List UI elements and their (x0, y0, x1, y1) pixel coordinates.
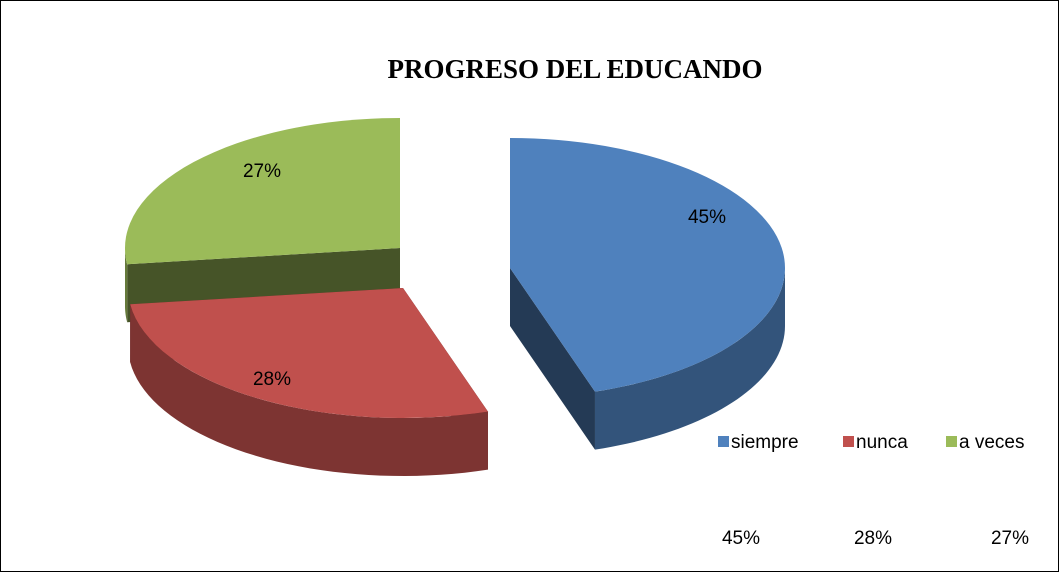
legend-label: nunca (856, 432, 908, 453)
slice-side (510, 268, 595, 450)
data-label: 27% (243, 161, 281, 182)
legend-label: siempre (731, 432, 799, 453)
chart-title: PROGRESO DEL EDUCANDO (387, 54, 762, 84)
legend-swatch (718, 436, 729, 447)
data-label: 28% (253, 369, 291, 390)
slice-wall (125, 248, 128, 323)
legend-value: 45% (722, 528, 760, 549)
legend-swatch (843, 436, 854, 447)
data-label: 45% (688, 207, 726, 228)
pie-slice (510, 138, 786, 450)
slice-wall (130, 304, 488, 476)
slice-wall (594, 268, 785, 450)
slice-top (130, 288, 488, 419)
legend-value: 28% (854, 528, 892, 549)
legend-swatch (946, 436, 957, 447)
legend-label: a veces (959, 432, 1024, 453)
legend-value: 27% (991, 528, 1029, 549)
slice-top (510, 138, 786, 392)
pie-slice (130, 288, 488, 476)
slice-top (124, 118, 400, 265)
